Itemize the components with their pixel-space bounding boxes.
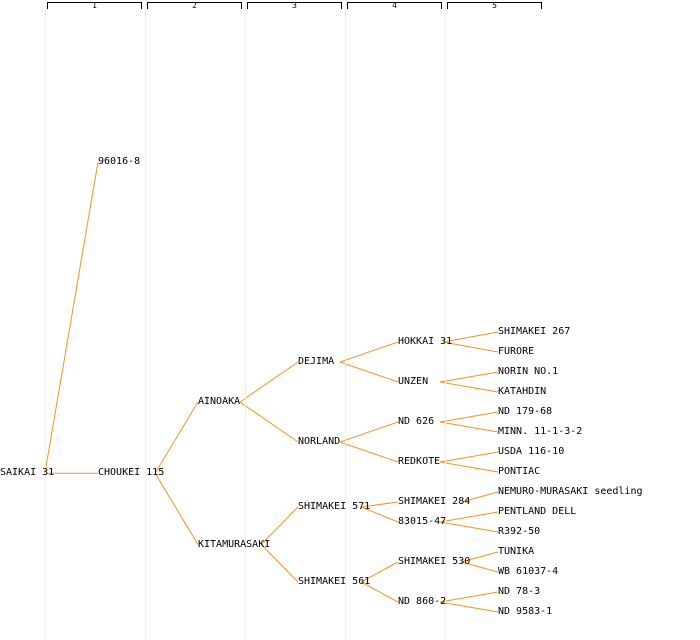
pedigree-node[interactable]: NORLAND [298,436,341,447]
pedigree-node[interactable]: SHIMAKEI 267 [498,326,571,337]
generation-bracket [47,2,142,9]
pedigree-node[interactable]: PENTLAND DELL [498,506,577,517]
generation-label: 3 [292,1,297,10]
pedigree-node[interactable]: HOKKAI 31 [398,336,453,347]
pedigree-node[interactable]: NEMURO-MURASAKI seedling [498,486,643,497]
pedigree-edge [154,401,199,474]
pedigree-edge [339,441,399,463]
pedigree-edge [154,472,199,545]
pedigree-node[interactable]: DEJIMA [298,356,335,367]
pedigree-edge [339,361,399,383]
pedigree-edge [44,161,99,474]
generation-column-4 [345,0,443,640]
pedigree-edge [461,551,499,563]
pedigree-node[interactable]: REDKOTE [398,456,441,467]
generation-bracket [147,2,242,9]
pedigree-edge [239,401,299,443]
pedigree-edge [339,341,399,363]
pedigree-node[interactable]: SHIMAKEI 571 [298,501,371,512]
pedigree-node[interactable]: FURORE [498,346,535,357]
pedigree-node[interactable]: TUNIKA [498,546,535,557]
pedigree-node[interactable]: MINN. 11-1-3-2 [498,426,583,437]
pedigree-edge [360,581,399,603]
generation-header-2: 2 [147,0,242,12]
pedigree-node[interactable]: SHIMAKEI 530 [398,556,471,567]
pedigree-node[interactable]: CHOUKEI 115 [98,467,165,479]
pedigree-node[interactable]: SHIMAKEI 561 [298,576,371,587]
pedigree-edge [442,331,499,343]
generation-label: 4 [392,1,397,10]
pedigree-edge [360,561,399,583]
pedigree-node[interactable]: R392-50 [498,526,541,537]
pedigree-node[interactable]: AINOAKA [198,396,241,407]
pedigree-edge [439,461,499,473]
pedigree-node[interactable]: USDA 116-10 [498,446,565,457]
generation-header-3: 3 [247,0,342,12]
pedigree-node[interactable]: ND 860-2 [398,596,447,607]
pedigree-node[interactable]: PONTIAC [498,466,541,477]
pedigree-edge [361,506,399,523]
pedigree-node[interactable]: KATAHDIN [498,386,547,397]
pedigree-node[interactable]: WB 61037-4 [498,566,559,577]
generation-header-4: 4 [347,0,442,12]
pedigree-edge [361,501,399,508]
pedigree-edge [439,381,499,393]
pedigree-edge [260,544,299,583]
pedigree-node[interactable]: NORIN NO.1 [498,366,559,377]
pedigree-node[interactable]: ND 626 [398,416,435,427]
generation-header-5: 5 [447,0,542,12]
generation-bracket [347,2,442,9]
generation-bracket [447,2,542,9]
generation-bracket [247,2,342,9]
pedigree-edge [439,451,499,463]
generation-column-5 [445,0,543,640]
pedigree-node[interactable]: ND 9583-1 [498,606,553,617]
pedigree-edge [239,361,299,403]
pedigree-edge [439,601,499,613]
generation-column-1 [45,0,143,640]
pedigree-node[interactable]: UNZEN [398,376,429,387]
pedigree-node[interactable]: 96016-8 [98,156,141,167]
pedigree-edge [439,411,499,423]
pedigree-edge [461,491,499,503]
generation-column-3 [245,0,343,640]
pedigree-edge [439,521,499,533]
generation-column-2 [145,0,243,640]
pedigree-node[interactable]: ND 179-68 [498,406,553,417]
pedigree-node[interactable]: KITAMURASAKI [198,538,271,550]
pedigree-node[interactable]: SAIKAI 31 [0,467,55,479]
pedigree-edge [439,371,499,383]
pedigree-edge [260,506,299,545]
generation-label: 1 [92,1,97,10]
pedigree-node[interactable]: ND 78-3 [498,586,541,597]
pedigree-edge [439,511,499,523]
pedigree-edge [439,591,499,603]
pedigree-node[interactable]: SHIMAKEI 284 [398,496,471,507]
pedigree-edge [339,421,399,443]
generation-header-1: 1 [47,0,142,12]
pedigree-edge [442,341,499,353]
pedigree-edge [439,421,499,433]
generation-label: 2 [192,1,197,10]
pedigree-edge [461,561,499,573]
pedigree-node[interactable]: 83015-47 [398,516,447,527]
generation-label: 5 [492,1,497,10]
